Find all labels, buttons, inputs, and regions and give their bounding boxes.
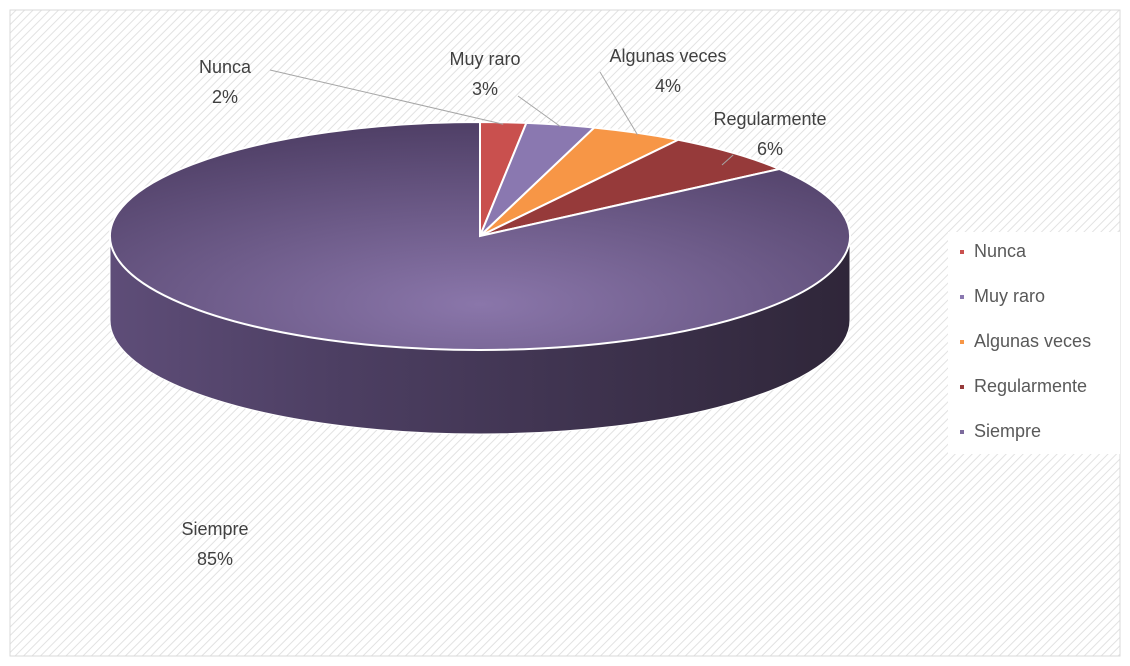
leader-line (599, 71, 638, 136)
pie-slice (479, 138, 783, 237)
legend-marker (960, 385, 964, 389)
data-label-name: Regularmente (713, 109, 826, 129)
data-label-value: 2% (212, 87, 238, 107)
data-label-name: Nunca (199, 57, 252, 77)
legend-marker (960, 430, 964, 434)
legend-label: Nunca (974, 241, 1027, 261)
data-label-value: 4% (655, 76, 681, 96)
legend-box (948, 232, 1120, 454)
leader-line (269, 69, 504, 125)
pie-slice (109, 120, 851, 351)
leader-line (721, 154, 734, 166)
data-label-name: Siempre (181, 519, 248, 539)
legend-label: Algunas veces (974, 331, 1091, 351)
data-label-value: 3% (472, 79, 498, 99)
legend-label: Regularmente (974, 376, 1087, 396)
legend-label: Siempre (974, 421, 1041, 441)
data-label-value: 85% (197, 549, 233, 569)
legend-marker (960, 295, 964, 299)
data-label-value: 6% (757, 139, 783, 159)
legend-label: Muy raro (974, 286, 1045, 306)
leader-line (517, 95, 562, 128)
data-label-name: Algunas veces (609, 46, 726, 66)
legend-marker (960, 250, 964, 254)
data-label-name: Muy raro (449, 49, 520, 69)
legend-marker (960, 340, 964, 344)
